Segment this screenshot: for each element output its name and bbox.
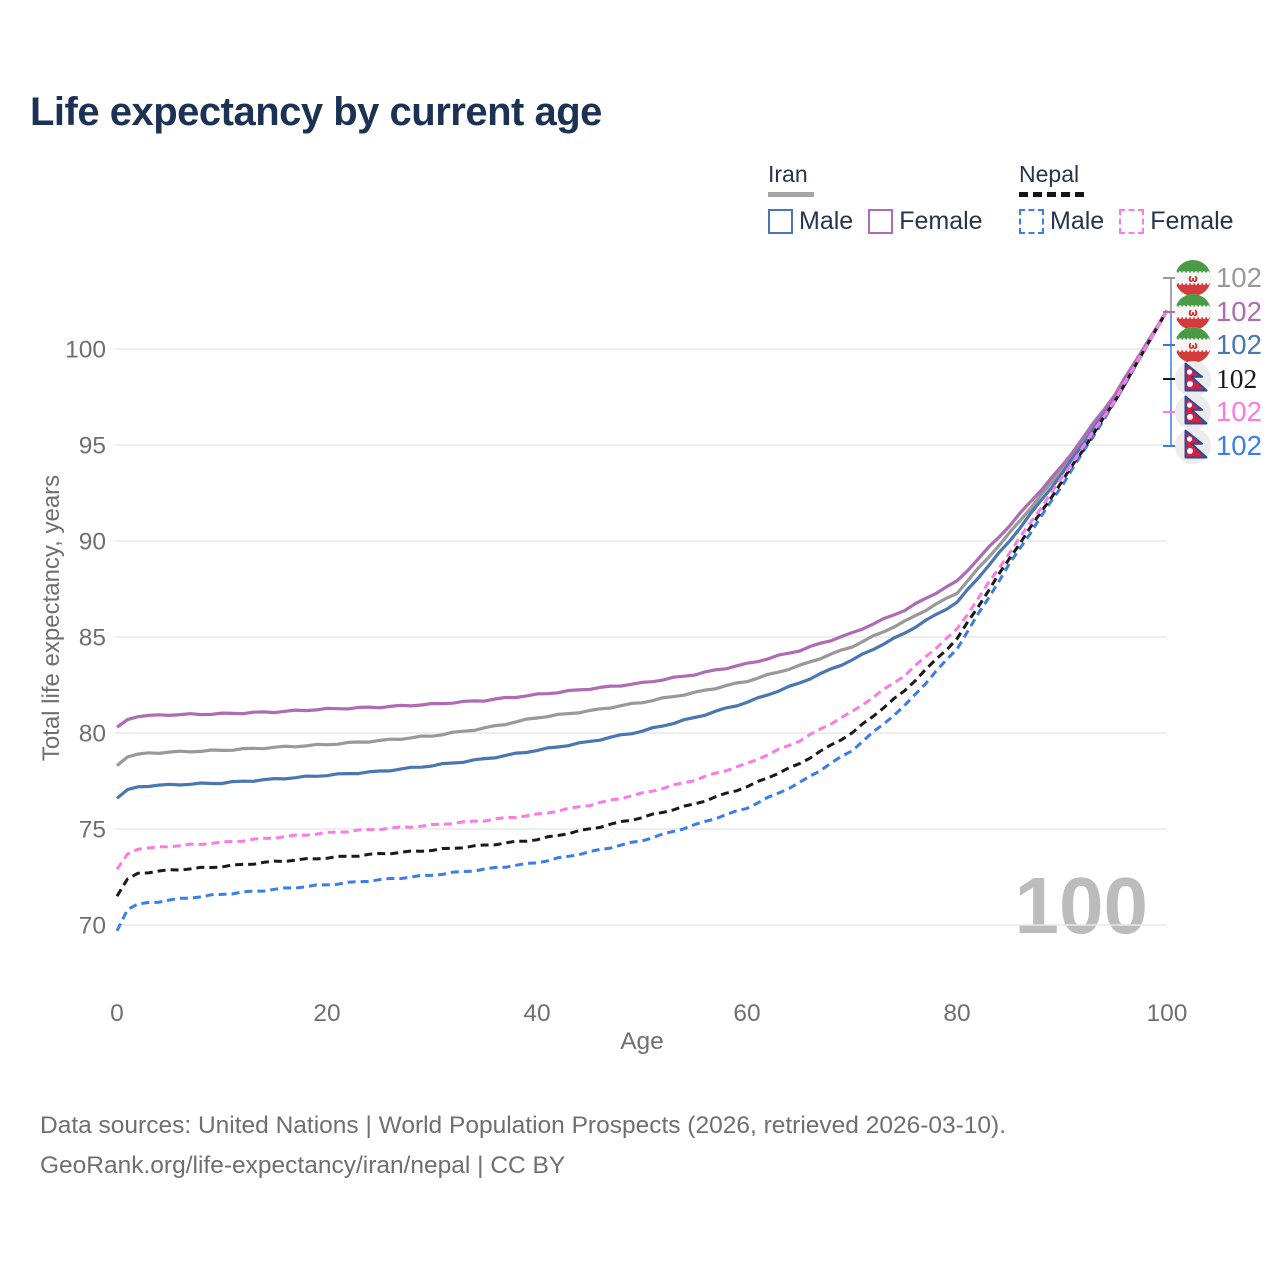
legend-iran-female-label: Female [899, 207, 983, 235]
y-tick-label: 90 [79, 529, 106, 556]
series-line-nepal-female [115, 309, 1169, 871]
end-value-label: 102 [1216, 329, 1262, 360]
series-line-iran-both-sexes [115, 309, 1169, 767]
y-tick-label: 95 [79, 433, 106, 460]
y-tick-label: 85 [79, 625, 106, 652]
legend-nepal-title: Nepal [1019, 161, 1080, 187]
x-tick-label: 20 [313, 1000, 340, 1027]
end-value-labels: 102 102 102 102 102 102 [1216, 262, 1262, 461]
end-value-label: 102 [1216, 363, 1257, 394]
iran-solid-line-swatch [768, 192, 814, 197]
end-value-label: 102 [1216, 262, 1262, 293]
iran-flag-icon [1175, 294, 1211, 330]
nepal-flag-icon [1174, 427, 1212, 465]
legend-nepal-female-label: Female [1150, 207, 1234, 235]
legend-iran: Iran Male Female [768, 161, 983, 236]
end-value-label: 102 [1216, 296, 1262, 327]
y-tick-label: 80 [79, 721, 106, 748]
y-tick-label: 70 [79, 913, 106, 940]
end-value-label: 102 [1216, 396, 1262, 427]
series-line-iran-male [115, 309, 1169, 800]
legend-nepal: Nepal Male Female [1019, 161, 1234, 236]
x-tick-label: 40 [523, 1000, 550, 1027]
end-value-label: 102 [1216, 430, 1262, 461]
x-axis-title: Age [620, 1028, 664, 1055]
x-tick-label: 100 [1147, 1000, 1188, 1027]
watermark-age-counter: 100 [1014, 861, 1148, 950]
end-label-connectors [1163, 277, 1177, 447]
x-tick-label: 80 [943, 1000, 970, 1027]
legend-iran-male[interactable]: Male [768, 207, 853, 236]
nepal-flag-icon [1174, 360, 1212, 398]
legend-iran-female[interactable]: Female [868, 207, 983, 236]
y-axis-tick-labels: 70 75 80 85 90 95 100 [65, 337, 106, 940]
page-title: Life expectancy by current age [30, 90, 602, 134]
iran-male-swatch [768, 209, 793, 234]
legend-iran-title: Iran [768, 161, 808, 187]
series-lines [115, 309, 1169, 932]
legend-nepal-female[interactable]: Female [1119, 207, 1234, 236]
iran-flag-icon [1175, 327, 1211, 363]
nepal-male-swatch [1019, 209, 1044, 234]
x-axis-tick-labels: 0 20 40 60 80 100 [110, 1000, 1187, 1027]
gridlines [115, 348, 1167, 926]
end-flag-icons [1174, 260, 1212, 465]
iran-female-swatch [868, 209, 894, 234]
nepal-flag-icon [1174, 393, 1212, 431]
series-line-iran-female [116, 309, 1169, 729]
legend-nepal-male-label: Male [1050, 207, 1105, 235]
x-tick-label: 0 [110, 1000, 124, 1027]
footer: Data sources: United Nations | World Pop… [40, 1106, 1006, 1186]
x-tick-label: 60 [733, 1000, 760, 1027]
nepal-dashed-line-swatch [1019, 192, 1085, 197]
legend-nepal-male[interactable]: Male [1019, 207, 1104, 236]
iran-flag-icon [1175, 260, 1211, 296]
attribution-line: GeoRank.org/life-expectancy/iran/nepal |… [40, 1152, 566, 1179]
y-tick-label: 75 [79, 817, 106, 844]
nepal-female-swatch [1119, 209, 1145, 234]
series-line-nepal-male [115, 309, 1169, 932]
legend-iran-male-label: Male [799, 207, 854, 235]
series-line-nepal-both-sexes [115, 309, 1169, 897]
y-tick-label: 100 [65, 337, 106, 364]
data-sources-line: Data sources: United Nations | World Pop… [40, 1112, 1007, 1139]
